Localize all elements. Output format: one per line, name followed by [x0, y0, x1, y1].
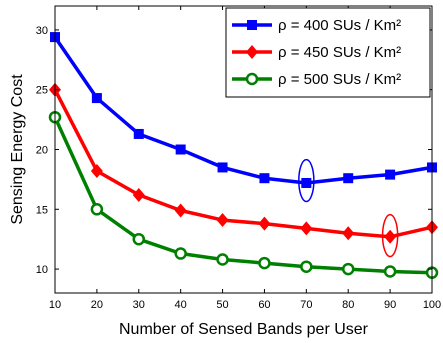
x-tick-label: 10: [49, 299, 61, 311]
x-tick-label: 40: [175, 299, 187, 311]
y-tick-label: 25: [36, 85, 48, 97]
series-3-point-3: [132, 232, 146, 246]
series-3-point-2: [90, 203, 104, 216]
y-tick-label: 20: [36, 145, 48, 157]
y-tick-label: 10: [36, 264, 48, 276]
annotation-ellipse-1: [298, 158, 315, 203]
series-1-point-2: [91, 93, 102, 104]
series-1-point-9: [385, 169, 396, 180]
y-tick-label: 30: [36, 25, 48, 37]
x-tick-label: 60: [258, 299, 270, 311]
x-tick-label: 20: [91, 299, 103, 311]
series-2-point-2: [90, 164, 103, 179]
chart-axes: 10 20 30 40 50 60 70 80 90 100 10 15 20 25 30: [36, 5, 441, 311]
series-1-point-8: [343, 173, 354, 184]
y-axis-label: Sensing Energy Cost: [9, 74, 26, 225]
series-3-point-7: [300, 260, 313, 273]
series-1-point-7: [301, 177, 312, 188]
x-tick-label: 80: [342, 299, 354, 311]
annotation-ellipse-2: [381, 213, 399, 258]
series-3-point-4: [174, 247, 187, 260]
series-2-point-4: [174, 203, 187, 218]
x-tick-label: 50: [216, 299, 228, 311]
x-tick-label: 30: [133, 299, 145, 311]
legend-label-3: ρ = 500 SUs / Km²: [278, 71, 401, 88]
series-3-point-6: [258, 256, 271, 270]
series-3-point-8: [341, 262, 355, 276]
legend: ρ = 400 SUs / Km² ρ = 450 SUs / Km² ρ = 50…: [225, 7, 431, 98]
legend-marker-3: [245, 72, 259, 86]
series-2-point-5: [216, 213, 229, 228]
legend-marker-2: [246, 45, 258, 59]
x-axis-label: Number of Sensed Bands per User: [119, 321, 369, 338]
legend-label-2: ρ = 450 SUs / Km²: [278, 44, 401, 61]
series-3-point-5: [216, 253, 229, 266]
series-1-point-4: [175, 144, 186, 155]
series-2-point-9: [384, 229, 397, 244]
series-1-point-6: [259, 173, 270, 184]
x-tick-label: 90: [384, 299, 396, 311]
series-1-point-5: [217, 162, 228, 173]
legend-marker-1: [247, 20, 257, 30]
series-2-point-6: [258, 216, 271, 231]
series-line-1: [53, 36, 433, 185]
x-tick-label: 70: [300, 299, 312, 311]
series-3-point-9: [383, 265, 397, 278]
series-1-point-3: [133, 128, 144, 139]
y-tick-label: 15: [36, 204, 48, 216]
legend-label-1: ρ = 400 SUs / Km²: [278, 17, 401, 34]
series-2-point-7: [300, 221, 313, 236]
series-line-3: [53, 116, 433, 275]
series-2-point-3: [132, 187, 145, 202]
x-tick-label: 100: [423, 299, 441, 311]
series-line-2: [53, 88, 433, 239]
chart-marks: [48, 32, 439, 279]
series-2-point-8: [342, 226, 355, 241]
